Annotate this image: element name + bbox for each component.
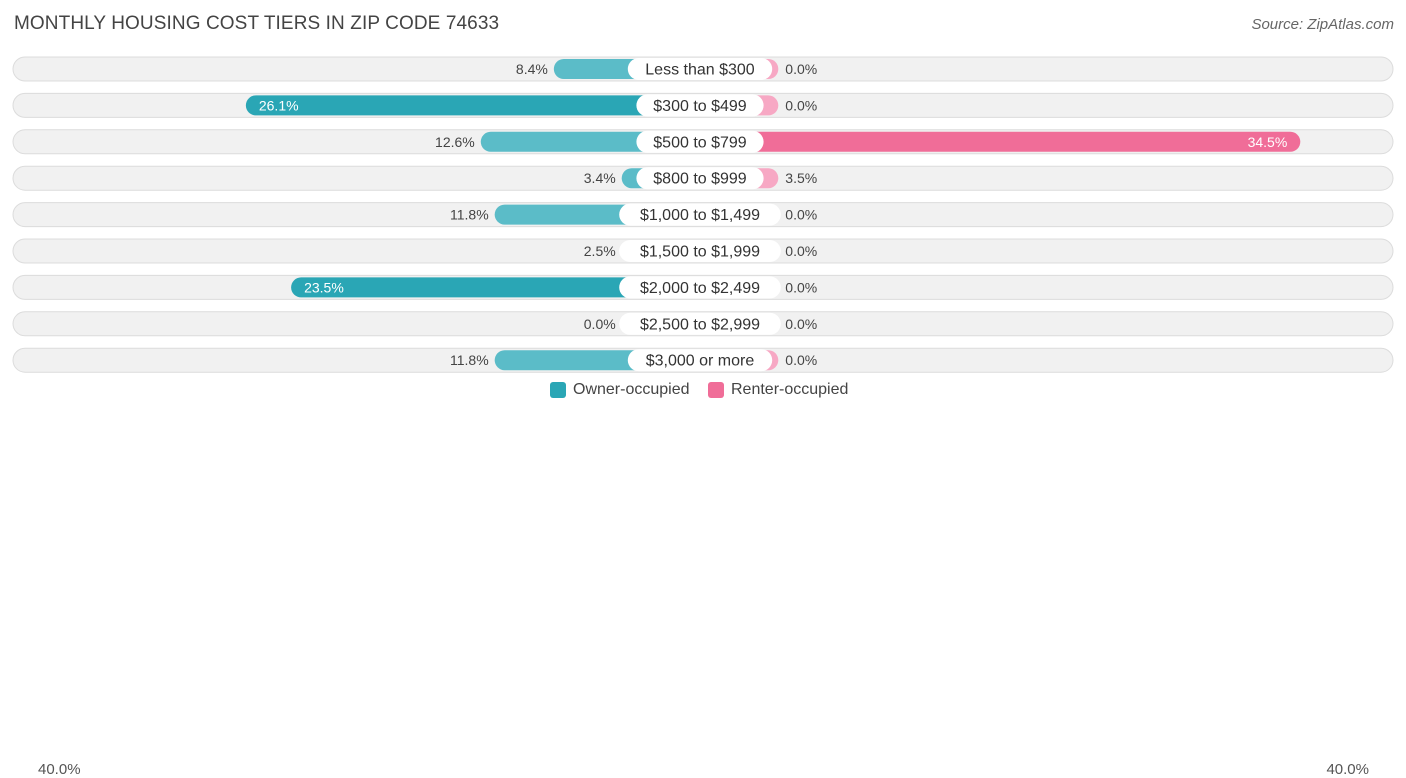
- chart-title: MONTHLY HOUSING COST TIERS IN ZIP CODE 7…: [14, 13, 500, 34]
- legend-owner: Owner-occupied: [550, 381, 690, 399]
- category-label: $2,500 to $2,999: [640, 316, 760, 333]
- renter-value-label: 34.5%: [1248, 134, 1288, 150]
- category-pill: [636, 94, 764, 117]
- owner-value-label: 11.8%: [450, 207, 489, 223]
- legend-renter-swatch: [708, 382, 724, 398]
- category-pill: [627, 349, 773, 372]
- renter-value-label: 0.0%: [785, 61, 817, 77]
- source-label: Source: ZipAtlas.com: [1251, 16, 1394, 33]
- category-label: $800 to $999: [653, 171, 747, 188]
- owner-value-label: 26.1%: [259, 97, 299, 113]
- renter-value-label: 0.0%: [785, 243, 817, 259]
- category-pill: [619, 312, 781, 335]
- category-pill: [636, 167, 764, 190]
- renter-value-label: 0.0%: [785, 316, 817, 332]
- owner-value-label: 12.6%: [435, 134, 475, 150]
- axis-right-label: 40.0%: [1326, 761, 1369, 778]
- renter-value-label: 0.0%: [785, 279, 817, 295]
- axis-left-label: 40.0%: [38, 761, 81, 778]
- renter-value-label: 0.0%: [785, 352, 817, 368]
- owner-bar: [245, 95, 711, 116]
- category-label: $500 to $799: [653, 134, 747, 151]
- category-label: $3,000 or more: [646, 353, 755, 370]
- legend-owner-label: Owner-occupied: [573, 381, 690, 398]
- category-label: Less than $300: [645, 62, 755, 79]
- diverging-bar-chart: 8.4% 0.0% Less than $300 26.1% 0.0% $300 to $…: [12, 56, 1394, 373]
- category-pill: [619, 203, 781, 226]
- legend-renter: Renter-occupied: [708, 381, 848, 399]
- renter-value-label: 0.0%: [785, 97, 817, 113]
- category-label: $1,000 to $1,499: [640, 207, 760, 224]
- renter-bar: [690, 131, 1301, 152]
- owner-value-label: 3.4%: [584, 170, 616, 186]
- category-label: $1,500 to $1,999: [640, 244, 760, 261]
- owner-value-label: 11.8%: [450, 352, 489, 368]
- category-pill: [627, 58, 773, 80]
- category-pill: [619, 240, 781, 262]
- category-label: $300 to $499: [653, 98, 747, 115]
- renter-value-label: 0.0%: [785, 207, 817, 223]
- legend-renter-label: Renter-occupied: [731, 381, 849, 398]
- owner-value-label: 8.4%: [516, 61, 548, 77]
- owner-bar: [291, 277, 710, 298]
- legend: 40.0% Owner-occupied Renter-occupied 40.…: [0, 380, 1406, 778]
- category-pill: [619, 276, 781, 299]
- owner-value-label: 0.0%: [584, 316, 616, 332]
- legend-owner-swatch: [550, 382, 566, 398]
- owner-value-label: 2.5%: [584, 243, 616, 259]
- owner-value-label: 23.5%: [304, 279, 344, 295]
- renter-value-label: 3.5%: [785, 170, 817, 186]
- category-pill: [636, 130, 764, 153]
- category-label: $2,000 to $2,499: [640, 280, 760, 297]
